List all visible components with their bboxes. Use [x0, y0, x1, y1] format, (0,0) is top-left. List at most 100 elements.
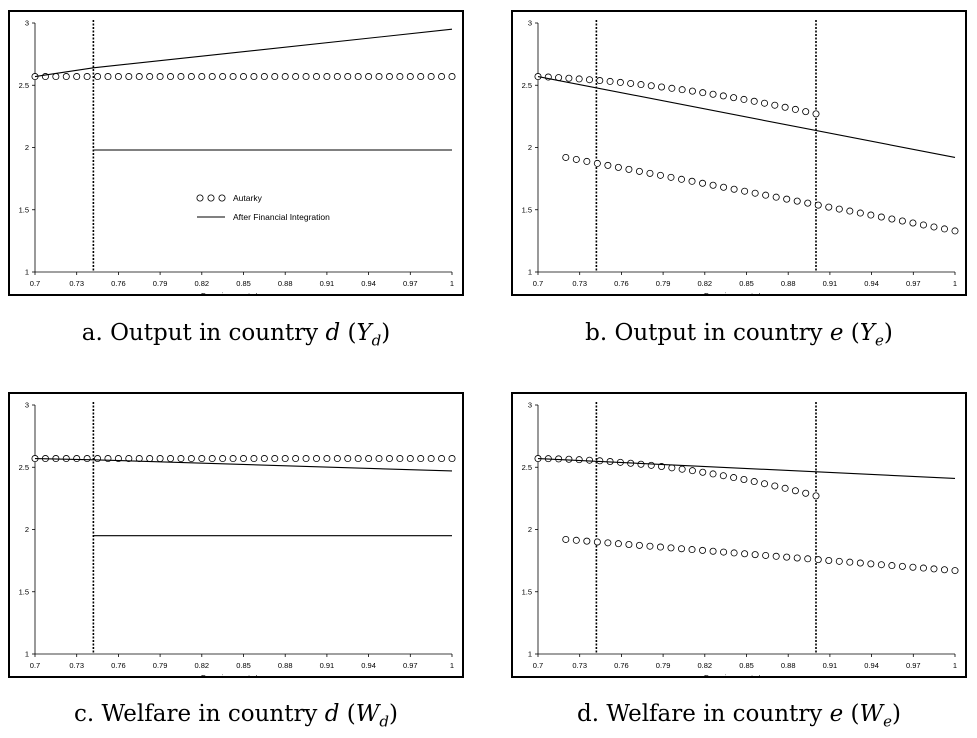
x-tick-label: 0.7: [533, 279, 543, 288]
autarky-point: [751, 551, 759, 559]
autarky-point: [898, 217, 906, 225]
autarky-point: [761, 480, 769, 488]
autarky-point: [909, 563, 917, 571]
y-tick-label: 1: [25, 268, 29, 277]
caption-c-prefix: c. Welfare in country: [73, 701, 325, 727]
autarky-point: [375, 455, 383, 463]
x-tick-label: 0.88: [781, 279, 796, 288]
autarky-point: [562, 153, 570, 161]
y-tick-label: 2: [25, 525, 29, 534]
autarky-point: [719, 92, 727, 100]
autarky-point: [146, 455, 154, 463]
x-tick-label: 0.82: [194, 661, 209, 670]
autarky-point: [62, 73, 70, 81]
autarky-point: [740, 476, 748, 484]
autarky-point: [365, 73, 373, 81]
autarky-point: [448, 73, 456, 81]
x-tick-label: 0.73: [572, 279, 587, 288]
autarky-point: [198, 455, 206, 463]
autarky-point: [219, 455, 227, 463]
autarky-point: [187, 73, 195, 81]
autarky-point: [867, 211, 875, 219]
caption-d: d. Welfare in country e (We): [576, 701, 902, 731]
autarky-point: [83, 73, 91, 81]
autarky-point: [354, 455, 362, 463]
autarky-point: [740, 95, 748, 103]
autarky-point: [783, 195, 791, 203]
x-tick-label: 0.73: [69, 279, 84, 288]
autarky-point: [385, 73, 393, 81]
autarky-point: [604, 539, 612, 547]
autarky-point: [427, 455, 435, 463]
x-tick-label: 0.85: [236, 279, 251, 288]
autarky-point: [448, 455, 456, 463]
autarky-point: [919, 564, 927, 572]
y-tick-label: 2.5: [522, 81, 532, 90]
autarky-point: [94, 455, 102, 463]
autarky-point: [720, 548, 728, 556]
x-tick-label: 0.91: [320, 661, 335, 670]
autarky-point: [406, 455, 414, 463]
autarky-point: [678, 86, 686, 94]
x-tick-label: 0.79: [656, 279, 671, 288]
autarky-point: [658, 83, 666, 91]
autarky-point: [835, 557, 843, 565]
x-tick-label: 0.82: [697, 661, 712, 670]
autarky-point: [781, 484, 789, 492]
autarky-point: [323, 455, 331, 463]
autarky-point: [951, 567, 959, 575]
autarky-point: [167, 73, 175, 81]
chart-b: 1 1.5 2 2.5 3 0.7 0.73 0.76 0.79 0.82 0.85 0.88 0.91…: [522, 19, 959, 294]
caption-a-var: d: [325, 320, 341, 346]
panel-a: 1 1.5 2 2.5 3 0.7 0.73 0.76 0.79 0.82 0.85 0.88 0.91…: [8, 10, 464, 296]
autarky-point: [699, 546, 707, 554]
autarky-point: [730, 94, 738, 102]
caption-d-var: e: [829, 701, 844, 727]
autarky-point: [114, 73, 122, 81]
autarky-point: [699, 179, 707, 187]
caption-c-var: d: [324, 701, 340, 727]
autarky-point: [208, 455, 216, 463]
autarky-point: [333, 73, 341, 81]
autarky-point: [688, 87, 696, 95]
caption-b-var: e: [829, 320, 844, 346]
legend-marker: [196, 194, 204, 202]
x-tick-label: 0.82: [697, 279, 712, 288]
panel-c: 1 1.5 2 2.5 3 0.7 0.73 0.76 0.79 0.82 0.85 0.88 0.91…: [8, 392, 464, 678]
autarky-point: [604, 161, 612, 169]
x-tick-label: 1: [450, 661, 454, 670]
autarky-point: [888, 215, 896, 223]
autarky-point: [593, 538, 601, 546]
autarky-point: [198, 73, 206, 81]
autarky-point: [396, 73, 404, 81]
autarky-point: [814, 556, 822, 564]
autarky-point: [898, 562, 906, 570]
x-tick-label: 0.76: [614, 279, 629, 288]
autarky-point: [646, 542, 654, 550]
autarky-point: [167, 455, 175, 463]
caption-c: c. Welfare in country d (Wd): [73, 701, 399, 731]
autarky-point: [825, 556, 833, 564]
autarky-point: [104, 73, 112, 81]
autarky-point: [647, 82, 655, 90]
autarky-point: [730, 549, 738, 557]
autarky-point: [73, 455, 81, 463]
autarky-point: [635, 541, 643, 549]
autarky-point: [292, 455, 300, 463]
autarky-point: [344, 73, 352, 81]
x-tick-label: 0.97: [906, 279, 921, 288]
autarky-point: [667, 173, 675, 181]
autarky-point: [562, 535, 570, 543]
autarky-point: [678, 545, 686, 553]
autarky-point: [385, 455, 393, 463]
autarky-point: [575, 75, 583, 83]
x-tick-label: 0.85: [739, 279, 754, 288]
autarky-point: [856, 559, 864, 567]
x-tick-label: 0.7: [30, 661, 40, 670]
y-tick-label: 2: [25, 143, 29, 152]
autarky-point: [762, 551, 770, 559]
autarky-point: [772, 193, 780, 201]
autarky-point: [951, 227, 959, 235]
legend-marker: [207, 194, 215, 202]
autarky-point: [417, 455, 425, 463]
